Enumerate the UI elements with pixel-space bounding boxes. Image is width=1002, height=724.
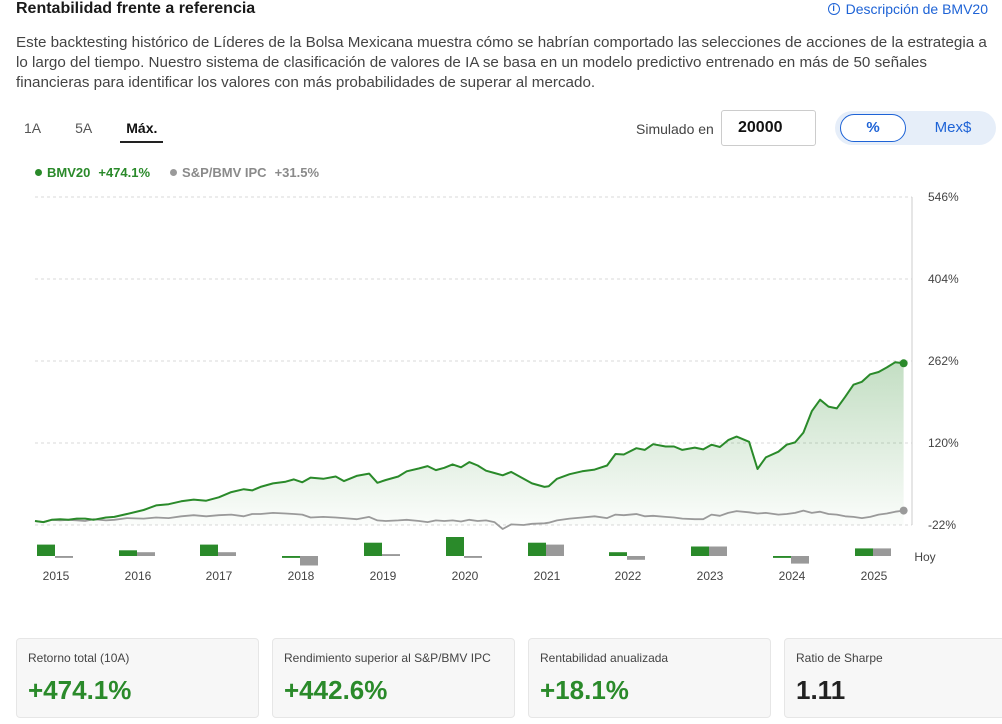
series-end-point [899,359,908,368]
annual-bar-bmv20 [119,550,137,556]
y-tick-label: 262% [928,354,959,368]
legend-name: BMV20 [47,165,91,180]
summary-cards: Retorno total (10A) +474.1% Rendimiento … [16,638,1002,724]
card-value: 1.11 [796,675,846,705]
card-sharpe-ratio: Ratio de Sharpe 1.11 [784,638,1002,718]
x-tick-label: 2024 [779,569,806,583]
period-tabs: 1A 5A Máx. [18,118,185,143]
annual-bar-bmv20 [855,548,873,556]
annual-bar-ipc [300,556,318,566]
legend-dot-bmv20 [35,169,42,176]
annual-bar-bmv20 [446,537,464,556]
card-value: +18.1% [540,675,629,705]
card-label: Rendimiento superior al S&P/BMV IPC [284,651,491,665]
x-tick-label: 2018 [288,569,315,583]
annual-bar-bmv20 [609,552,627,556]
x-tick-label: 2025 [861,569,888,583]
annual-bar-ipc [709,546,727,556]
toggle-percent[interactable]: % [840,114,906,142]
simulation-amount-input[interactable] [721,110,816,146]
tab-max[interactable]: Máx. [120,118,164,143]
annual-bar-ipc [218,552,236,556]
annual-bar-ipc [791,556,809,564]
legend-item-ipc: S&P/BMV IPC +31.5% [170,165,319,180]
y-tick-label: 404% [928,272,959,286]
legend-name: S&P/BMV IPC [182,165,267,180]
tab-5a[interactable]: 5A [75,120,93,136]
card-label: Rentabilidad anualizada [540,651,669,665]
series-line-bmv20 [34,361,904,524]
annual-bar-bmv20 [37,544,55,556]
legend-value: +474.1% [98,165,151,180]
y-tick-label: 120% [928,436,959,450]
x-tick-label: 2016 [125,569,152,583]
annual-bar-bmv20 [528,542,546,556]
annual-bar-ipc [627,556,645,560]
section-title: Rentabilidad frente a referencia [16,0,256,17]
x-tick-label: 2020 [452,569,479,583]
annual-bar-ipc [546,544,564,556]
annual-bar-bmv20 [773,556,791,558]
legend-dot-ipc [170,169,178,176]
section-header: Rentabilidad frente a referencia i Descr… [16,0,1002,22]
x-tick-label: 2015 [43,569,70,583]
y-tick-label: 546% [928,190,959,204]
description-link[interactable]: i Descripción de BMV20 [827,1,988,17]
x-tick-label: 2022 [615,569,642,583]
x-tick-label-today: Hoy [914,550,935,564]
tab-1a[interactable]: 1A [24,120,42,136]
card-value: +442.6% [284,675,388,705]
x-tick-label: 2021 [534,569,561,583]
y-tick-label: -22% [928,518,956,532]
annual-bar-bmv20 [364,542,382,556]
x-tick-label: 2023 [697,569,724,583]
info-icon: i [827,3,840,15]
unit-toggle: % Mex$ [835,111,996,145]
annual-bar-ipc [464,556,482,558]
annual-bar-ipc [55,556,73,558]
card-annualized-return: Rentabilidad anualizada +18.1% [528,638,771,718]
annual-bar-ipc [873,548,891,556]
card-label: Ratio de Sharpe [796,651,883,665]
x-tick-label: 2019 [370,569,397,583]
card-value: +474.1% [28,675,132,705]
series-end-point [899,506,908,515]
card-label: Retorno total (10A) [28,651,130,665]
toggle-mxn[interactable]: Mex$ [934,119,972,136]
x-tick-label: 2017 [206,569,233,583]
annual-bar-bmv20 [200,544,218,556]
performance-chart: 546% 404% 262% 120% -22% 2015 2016 2017 2018 201… [34,190,959,583]
annual-bar-ipc [137,552,155,556]
description-link-label[interactable]: Descripción de BMV20 [845,1,988,17]
annual-bar-bmv20 [282,556,300,558]
annual-bar-bmv20 [691,546,709,556]
series-line-s-p-bmv-ipc [34,509,904,530]
chart-legend: BMV20 +474.1% S&P/BMV IPC +31.5% [35,165,319,180]
legend-item-bmv20: BMV20 +474.1% [35,165,150,180]
intro-text: Este backtesting histórico de Líderes de… [16,34,987,91]
simulation-label: Simulado en [636,121,714,137]
card-total-return: Retorno total (10A) +474.1% [16,638,259,718]
annual-bar-ipc [382,554,400,556]
card-outperformance: Rendimiento superior al S&P/BMV IPC +442… [272,638,515,718]
series-area-bmv20 [35,362,904,525]
legend-value: +31.5% [274,165,320,180]
